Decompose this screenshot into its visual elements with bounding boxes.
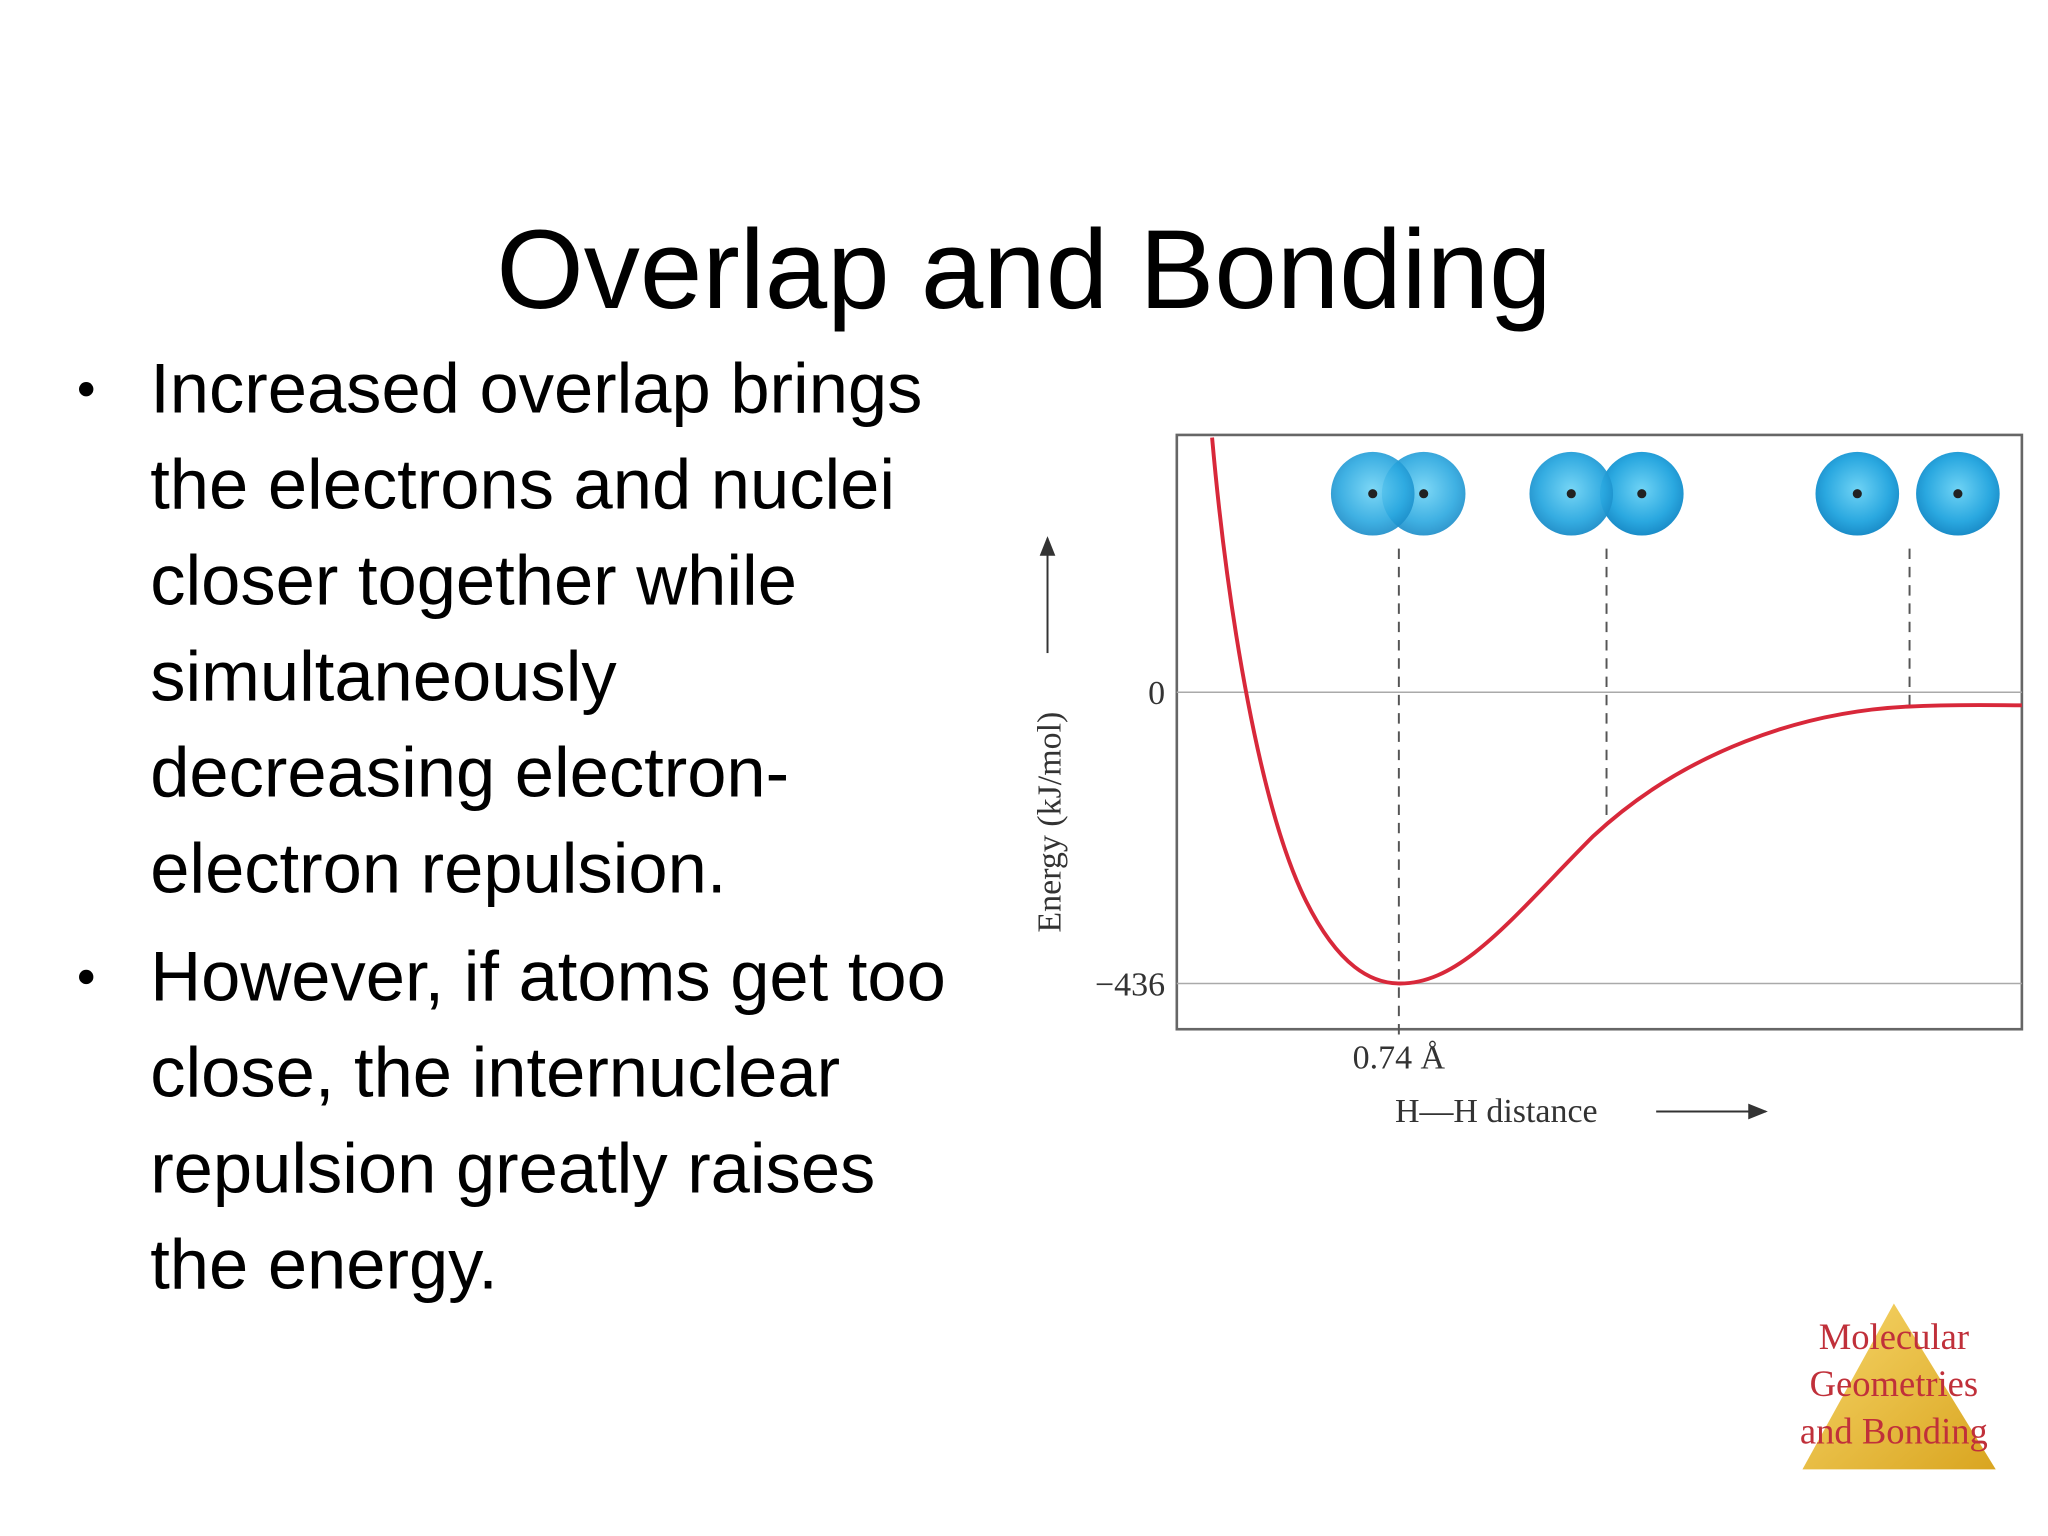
bullet-line: electron repulsion. <box>150 829 726 908</box>
footer-text: Molecular <box>1819 1316 1969 1357</box>
plot-frame <box>1175 433 2024 1031</box>
potential-curve <box>1210 437 2022 986</box>
footer-text: and Bonding <box>1800 1410 1988 1451</box>
bullet-line: simultaneously <box>150 637 617 716</box>
y-tick-label: 0 <box>1148 675 1165 712</box>
bullet-dot <box>79 969 94 985</box>
bullet-list: Increased overlap brings the electrons an… <box>79 349 946 1303</box>
bullet-line: repulsion greatly raises <box>150 1128 875 1207</box>
bullet-line: close, the internuclear <box>150 1032 840 1111</box>
footer-logo: Molecular Geometries and Bonding <box>1800 1303 1996 1470</box>
footer-text: Geometries <box>1810 1363 1979 1404</box>
y-ticks: 0 −436 <box>1095 675 2022 1003</box>
bullet-line: decreasing electron- <box>150 733 789 812</box>
figure: 0 −436 0.74 Å H—H distance Energy (kJ/mol… <box>1032 433 2024 1130</box>
y-axis-label: Energy (kJ/mol) <box>1032 712 1069 933</box>
bullet-line: However, if atoms get too <box>150 936 946 1015</box>
y-tick-label: −436 <box>1095 966 1165 1003</box>
bullet-dot <box>79 382 94 397</box>
bullet-line: the electrons and nuclei <box>150 445 895 524</box>
logo-triangle <box>1802 1303 1996 1470</box>
bullet-line: closer together while <box>150 541 797 620</box>
x-marker-label: 0.74 Å <box>1353 1039 1446 1076</box>
slide-title: Overlap and Bonding <box>496 206 1551 332</box>
bullet-line: Increased overlap brings <box>150 349 922 428</box>
x-axis-label: H—H distance <box>1395 1093 1598 1130</box>
atom-pairs <box>1330 451 2000 536</box>
bullet-line: the energy. <box>150 1224 498 1303</box>
